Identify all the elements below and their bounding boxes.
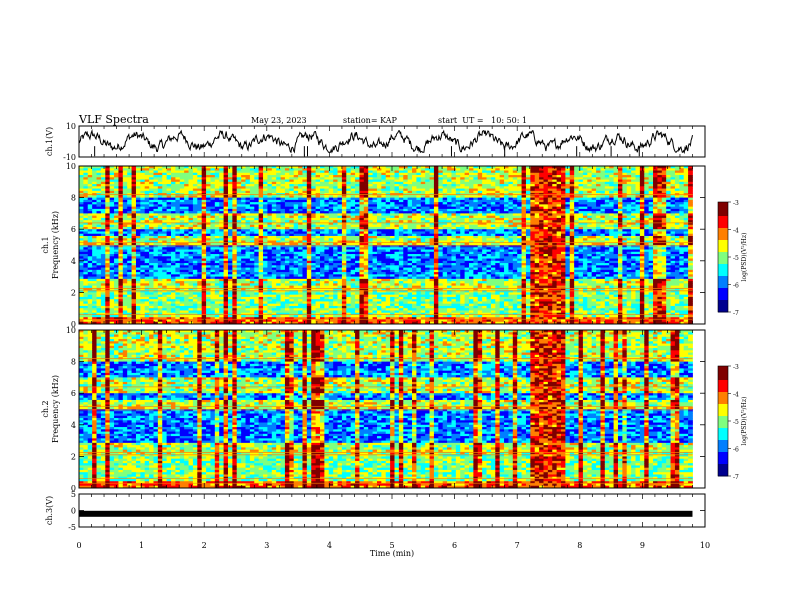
station-label: station= KAP — [343, 116, 398, 125]
start-ut-label: start UT = 10: 50: 1 — [438, 116, 527, 125]
y-tick-label: 10 — [66, 122, 76, 131]
date-label: May 23, 2023 — [251, 116, 307, 125]
vlf-figure: VLF Spectra May 23, 2023 station= KAP st… — [0, 0, 792, 612]
figure-title: VLF Spectra — [78, 113, 149, 126]
y-axis-label: ch.1(V) — [45, 127, 54, 156]
ch1-trace — [79, 131, 693, 153]
y-tick-label: -10 — [63, 153, 76, 162]
ch1-waveform-panel: 10 -10 ch.1(V) — [45, 122, 705, 162]
